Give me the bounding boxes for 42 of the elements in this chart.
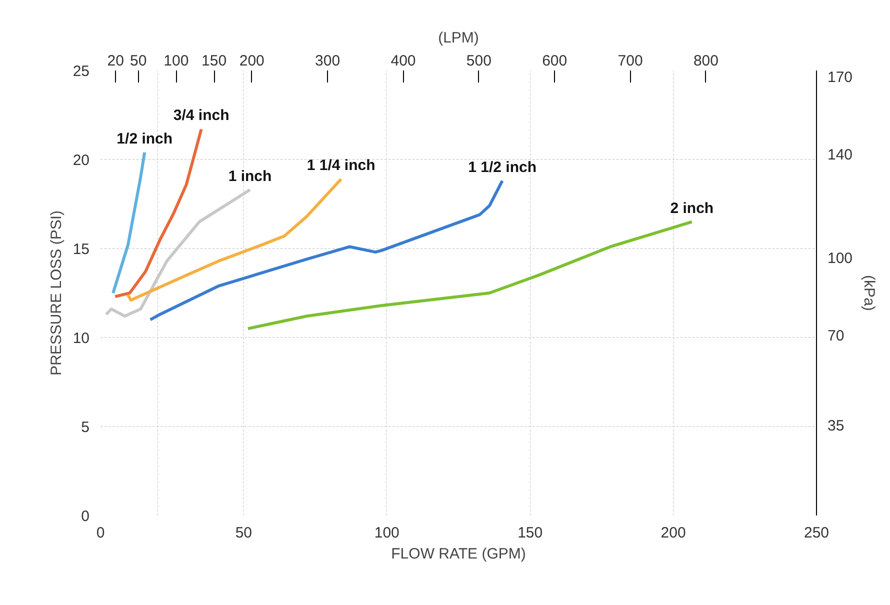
y-tick-label: 15 [72, 241, 90, 258]
line-series [112, 150, 146, 294]
x2-tick-label: 100 [164, 52, 189, 70]
y-tick-label: 5 [81, 419, 90, 436]
y2-tick-label: 170 [828, 69, 853, 86]
x-tick-label: 150 [518, 524, 543, 542]
y-axis-title: PRESSURE LOSS (PSI) [48, 210, 65, 376]
series-label: 1 1/4 inch [306, 157, 376, 174]
line-series [114, 128, 203, 298]
x2-tick-label: 150 [202, 52, 227, 70]
series-label: 1 1/2 inch [468, 158, 537, 176]
y-tick-label: 10 [72, 330, 90, 347]
y2-tick-label: 140 [828, 146, 853, 164]
x-tick-label: 250 [804, 524, 830, 542]
x2-axis-title: (LPM) [438, 30, 479, 46]
y-tick-label: 25 [72, 63, 90, 80]
x2-tick-label: 200 [239, 52, 264, 70]
line-series [104, 188, 252, 318]
y2-tick-label: 70 [828, 327, 844, 344]
series-label: 1/2 inch [116, 130, 173, 148]
line-series [246, 220, 694, 330]
y2-tick-label: 35 [828, 418, 844, 435]
y2-tick-label: 100 [828, 250, 853, 267]
x2-tick-label: 800 [693, 52, 719, 70]
x2-tick-label: 700 [618, 52, 643, 70]
x-tick-label: 50 [235, 524, 252, 542]
x2-tick-label: 500 [466, 52, 492, 70]
y2-axis-title: (kPa) [860, 275, 878, 311]
x-axis-title: FLOW RATE (GPM) [391, 546, 526, 562]
x2-tick-label: 300 [315, 52, 340, 70]
series-label: 2 inch [670, 200, 714, 217]
x2-tick-label: 50 [130, 52, 147, 70]
x2-tick-label: 400 [390, 52, 416, 70]
y-tick-label: 0 [81, 508, 90, 525]
x2-tick-label: 600 [542, 52, 568, 70]
x-tick-label: 0 [96, 524, 105, 542]
x-tick-label: 100 [374, 524, 400, 542]
series-label: 1 inch [228, 168, 272, 185]
y-tick-label: 20 [72, 152, 90, 169]
x2-tick-label: 20 [107, 52, 124, 70]
x-tick-label: 200 [660, 524, 686, 542]
series-label: 3/4 inch [173, 107, 230, 124]
